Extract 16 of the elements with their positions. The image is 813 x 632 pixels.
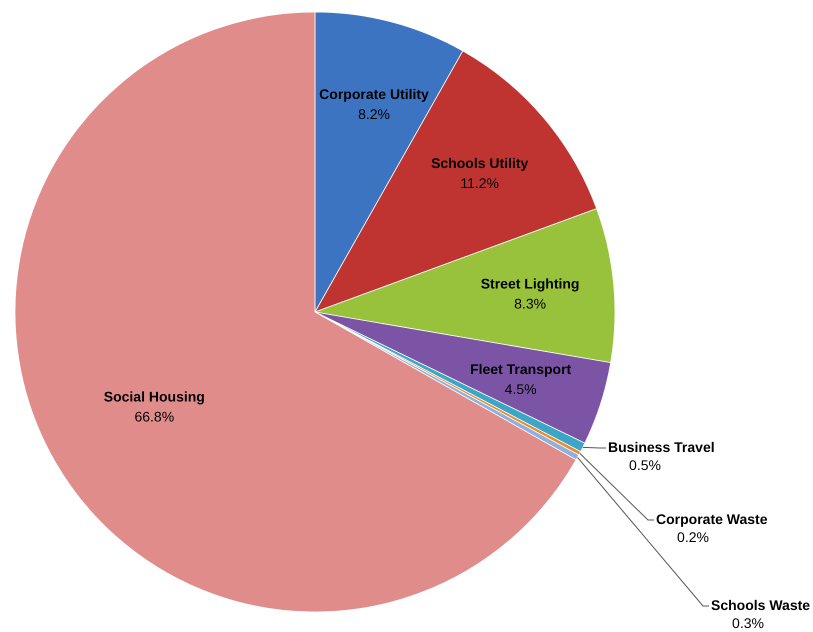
slice-label: Corporate Waste — [656, 511, 768, 527]
data-label: 4.5% — [504, 381, 537, 398]
data-label: 8.3% — [514, 295, 546, 312]
slice-label: Social Housing — [104, 388, 205, 405]
data-label: 0.3% — [732, 615, 764, 631]
data-label: 0.5% — [629, 457, 661, 473]
data-label: 66.8% — [134, 408, 174, 425]
slice-label: Street Lighting — [480, 275, 580, 292]
data-label: 0.2% — [677, 529, 709, 545]
data-label: 8.2% — [358, 106, 390, 122]
data-label: 11.2% — [460, 175, 500, 192]
slice-label: Corporate Utility — [319, 86, 430, 102]
slice-label: Business Travel — [608, 439, 715, 455]
slice-label: Schools Waste — [711, 597, 810, 613]
slice-label: Fleet Transport — [470, 361, 572, 378]
slice-label: Schools Utility — [431, 155, 529, 172]
